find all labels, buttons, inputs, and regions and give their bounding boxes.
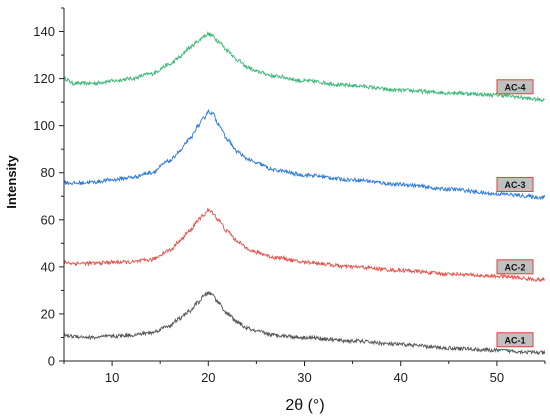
series-label-ac-4: AC-4 — [504, 82, 525, 92]
series-label-box-ac-2 — [496, 259, 534, 275]
series-label-ac-1: AC-1 — [504, 335, 525, 345]
y-tick-label: 20 — [41, 306, 55, 321]
x-tick-label: 50 — [490, 370, 504, 385]
axes: 10 20 30 40 50 0 20 40 60 80 100 120 140 — [33, 7, 546, 385]
plot-area — [63, 31, 546, 356]
series-line-ac-3 — [63, 108, 546, 201]
series-line-ac-2 — [63, 207, 546, 283]
series-label-box-ac-1 — [496, 332, 534, 348]
y-tick-label: 100 — [33, 118, 55, 133]
x-tick-label: 10 — [105, 370, 119, 385]
y-tick-label: 80 — [41, 165, 55, 180]
y-axis-title: Intensity — [4, 155, 19, 209]
series-line-ac-1 — [63, 290, 546, 356]
x-tick-label: 30 — [297, 370, 311, 385]
x-tick-label: 40 — [393, 370, 407, 385]
y-tick-label: 140 — [33, 24, 55, 39]
y-tick-label: 60 — [41, 212, 55, 227]
x-tick-label: 20 — [201, 370, 215, 385]
y-tick-label: 40 — [41, 259, 55, 274]
series-label-box-ac-4 — [496, 79, 534, 95]
series-labels: AC-4 AC-3 AC-2 AC-1 — [496, 79, 534, 348]
y-tick-label: 120 — [33, 71, 55, 86]
x-axis-title: 2θ (°) — [285, 397, 324, 414]
y-tick-label: 0 — [48, 354, 55, 369]
series-label-ac-2: AC-2 — [504, 262, 525, 272]
series-line-ac-4 — [63, 31, 545, 103]
series-label-ac-3: AC-3 — [504, 180, 525, 190]
series-label-box-ac-3 — [496, 176, 534, 192]
